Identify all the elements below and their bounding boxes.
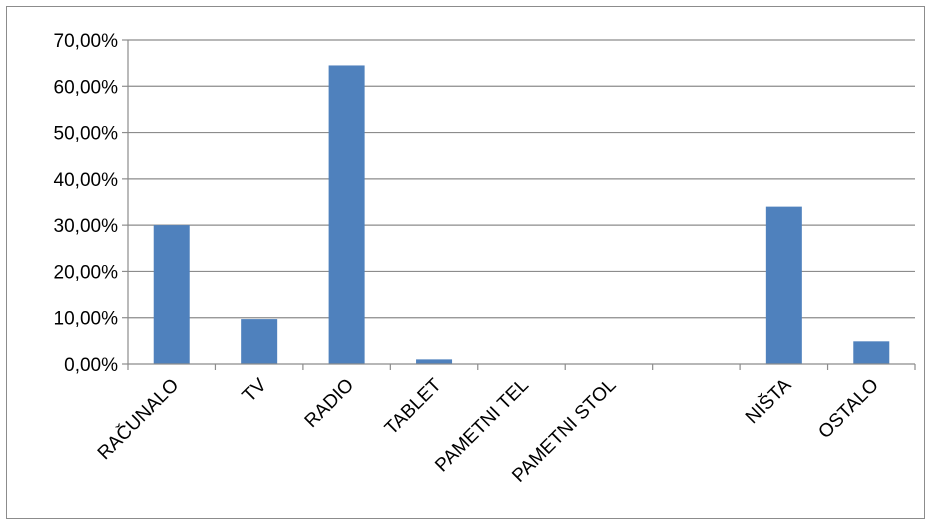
y-tick-label: 0,00% <box>64 355 118 376</box>
axes <box>122 39 916 370</box>
bars <box>153 65 890 364</box>
bar <box>853 341 890 364</box>
bar <box>416 359 453 364</box>
x-tick-label: RADIO <box>301 375 358 432</box>
y-tick-label: 10,00% <box>54 309 119 330</box>
x-tick-label: RAČUNALO <box>93 374 183 464</box>
y-tick-labels: 0,00% 10,00% 20,00% 30,00% 40,00% 50,00% 60,00… <box>54 31 119 376</box>
y-tick-label: 60,00% <box>54 77 119 98</box>
y-tick-label: 50,00% <box>54 124 119 145</box>
bar <box>765 206 802 364</box>
x-tick-label: TV <box>239 374 271 406</box>
bar <box>241 319 278 364</box>
bar <box>328 65 365 364</box>
y-tick-label: 70,00% <box>54 31 119 52</box>
y-tick-label: 40,00% <box>54 170 119 191</box>
y-tick-label: 20,00% <box>54 262 119 283</box>
x-tick-label: PAMETNI TEL <box>431 375 533 477</box>
x-tick-label: OSTALO <box>814 375 882 443</box>
bar <box>153 225 190 364</box>
y-tick-label: 30,00% <box>54 216 119 237</box>
x-tick-label: TABLET <box>381 374 446 439</box>
x-tick-label: NIŠTA <box>741 374 795 428</box>
